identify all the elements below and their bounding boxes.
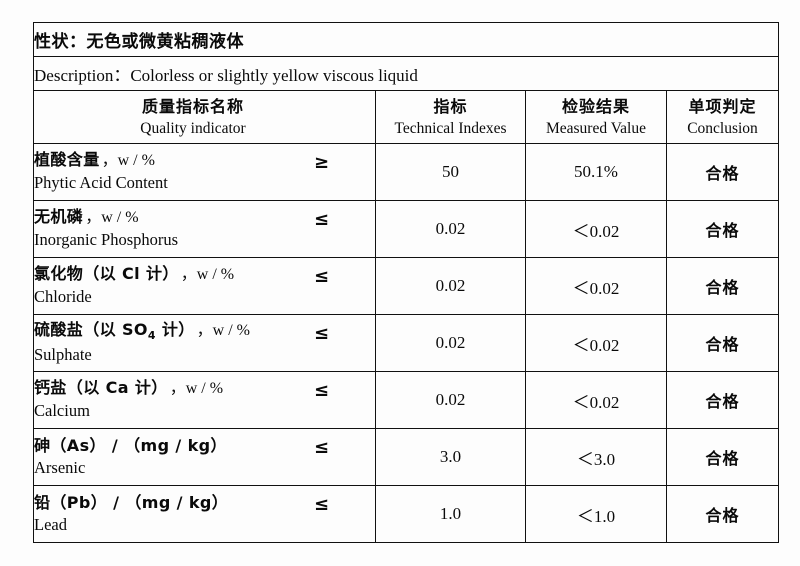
technical-index-value: 50 [375,143,526,201]
indicator-name-cn: 氯化物（以 Cl 计） [34,264,179,284]
specification-table: 性状：无色或微黄粘稠液体 Description：Colorless or sl… [33,22,779,543]
technical-index-value: 0.02 [375,200,526,258]
description-cn-cell: 性状：无色或微黄粘稠液体 [33,22,779,57]
indicator-name-en: Arsenic [34,457,86,477]
measured-value: ＜1.0 [525,485,667,543]
header-technical-indexes-en: Technical Indexes [394,119,507,137]
technical-index-value: 3.0 [375,428,526,486]
conclusion-value: 合格 [666,143,779,201]
relational-operator: ≤ [314,494,330,515]
measured-value: ＜0.02 [525,257,667,315]
indicator-name-cn: 钙盐（以 Ca 计） [34,378,168,398]
indicator-unit: ，w / % [101,152,155,170]
relational-operator: ≤ [314,209,330,230]
row-name-cell: 植酸含量 ，w / % Phytic Acid Content ≥ [33,143,376,201]
table-body: 性状：无色或微黄粘稠液体 Description：Colorless or sl… [33,22,779,543]
header-quality-indicator-en: Quality indicator [140,119,246,137]
indicator-name-en: Sulphate [34,345,92,365]
technical-index-value: 1.0 [375,485,526,543]
row-name-cell: 砷（As） / （mg / kg） Arsenic ≤ [33,428,376,486]
technical-index-value: 0.02 [375,371,526,429]
row-name-cell: 氯化物（以 Cl 计） ，w / % Chloride ≤ [33,257,376,315]
indicator-name-en: Inorganic Phosphorus [34,230,179,250]
table-row: 铅（Pb） / （mg / kg） Lead ≤ 1.0 ＜1.0 合格 [33,485,779,543]
indicator-name-cn: 砷（As） / （mg / kg） [34,435,227,455]
indicator-name-cn: 铅（Pb） / （mg / kg） [34,492,229,512]
indicator-name-cn: 无机磷 [34,207,84,227]
relational-operator: ≥ [314,152,330,173]
header-quality-indicator: 质量指标名称 Quality indicator [33,90,376,144]
description-en-cell: Description：Colorless or slightly yellow… [33,56,779,91]
table-row: 植酸含量 ，w / % Phytic Acid Content ≥ 50 50.… [33,143,779,201]
indicator-name-cn: 硫酸盐（以 SO4 计） [34,320,195,343]
relational-operator: ≤ [314,323,330,344]
header-conclusion: 单项判定 Conclusion [666,90,779,144]
table-row: 硫酸盐（以 SO4 计） ，w / % Sulphate ≤ 0.02 ＜0.0… [33,314,779,372]
conclusion-value: 合格 [666,485,779,543]
relational-operator: ≤ [314,437,330,458]
table-row: 无机磷 ，w / % Inorganic Phosphorus ≤ 0.02 ＜… [33,200,779,258]
table-row: 氯化物（以 Cl 计） ，w / % Chloride ≤ 0.02 ＜0.02… [33,257,779,315]
header-technical-indexes: 指标 Technical Indexes [375,90,526,144]
technical-index-value: 0.02 [375,314,526,372]
header-technical-indexes-cn: 指标 [433,96,468,116]
conclusion-value: 合格 [666,200,779,258]
header-measured-value-en: Measured Value [545,119,646,137]
table-header-row: 质量指标名称 Quality indicator 指标 Technical In… [33,90,779,144]
indicator-name-en: Lead [34,514,67,534]
measured-value: ＜0.02 [525,314,667,372]
measured-value: ＜0.02 [525,371,667,429]
indicator-name-en: Phytic Acid Content [34,173,168,193]
conclusion-value: 合格 [666,428,779,486]
indicator-name-cn: 植酸含量 [34,150,100,170]
measured-value: ＜0.02 [525,200,667,258]
header-measured-value-cn: 检验结果 [561,96,630,116]
indicator-name-en: Calcium [34,401,90,421]
relational-operator: ≤ [314,266,330,287]
table-row: 砷（As） / （mg / kg） Arsenic ≤ 3.0 ＜3.0 合格 [33,428,779,486]
header-measured-value: 检验结果 Measured Value [525,90,667,144]
header-conclusion-en: Conclusion [687,119,758,137]
technical-index-value: 0.02 [375,257,526,315]
relational-operator: ≤ [314,380,330,401]
indicator-unit: ，w / % [196,322,250,340]
description-row-en: Description：Colorless or slightly yellow… [33,56,779,91]
measured-value: 50.1% [525,143,667,201]
description-en-text: Description：Colorless or slightly yellow… [34,66,418,85]
indicator-name-en: Chloride [34,287,92,307]
description-row-cn: 性状：无色或微黄粘稠液体 [33,22,779,57]
indicator-unit: ，w / % [180,266,235,284]
indicator-unit: ，w / % [169,380,224,398]
measured-value: ＜3.0 [525,428,667,486]
indicator-unit: ，w / % [85,209,139,227]
row-name-cell: 硫酸盐（以 SO4 计） ，w / % Sulphate ≤ [33,314,376,372]
table-row: 钙盐（以 Ca 计） ，w / % Calcium ≤ 0.02 ＜0.02 合… [33,371,779,429]
conclusion-value: 合格 [666,314,779,372]
header-quality-indicator-cn: 质量指标名称 [141,96,244,116]
row-name-cell: 铅（Pb） / （mg / kg） Lead ≤ [33,485,376,543]
conclusion-value: 合格 [666,371,779,429]
row-name-cell: 无机磷 ，w / % Inorganic Phosphorus ≤ [33,200,376,258]
header-conclusion-cn: 单项判定 [688,96,757,116]
conclusion-value: 合格 [666,257,779,315]
description-cn-text: 性状：无色或微黄粘稠液体 [34,32,244,52]
row-name-cell: 钙盐（以 Ca 计） ，w / % Calcium ≤ [33,371,376,429]
